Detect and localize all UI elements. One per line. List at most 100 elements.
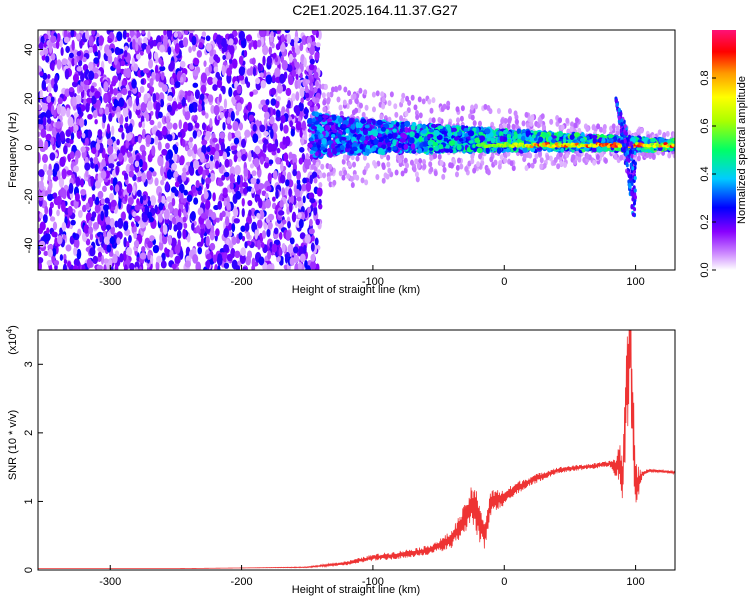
- spectrogram-speckle: [39, 71, 44, 77]
- spectrogram-speckle: [38, 152, 41, 164]
- spectrogram-speckle: [50, 96, 55, 103]
- spectrogram-speckle: [193, 114, 198, 122]
- spectrogram-speckle: [234, 95, 241, 101]
- spectrogram-speckle: [216, 79, 222, 89]
- spectrogram-speckle: [215, 228, 220, 237]
- spectrogram-halo: [364, 104, 369, 111]
- spectrogram-halo: [418, 157, 423, 164]
- spectrogram-speckle: [227, 124, 232, 130]
- spectrogram-speckle: [174, 255, 181, 264]
- spectrogram-speckle: [72, 73, 80, 83]
- spectrogram-speckle: [151, 145, 156, 156]
- spectrogram-speckle: [302, 195, 306, 204]
- spectrogram-speckle: [255, 195, 261, 202]
- spectrogram-speckle: [135, 108, 141, 116]
- spectrogram-speckle: [270, 98, 277, 106]
- spectrogram-speckle: [38, 240, 46, 248]
- spectrogram-speckle: [127, 197, 134, 206]
- spectrogram-speckle: [316, 187, 323, 197]
- spectrogram-halo: [336, 96, 341, 103]
- spectrogram-speckle: [260, 242, 265, 249]
- spectrogram-halo: [613, 153, 618, 160]
- spectrogram-speckle: [149, 86, 155, 93]
- spectrogram-speckle: [179, 155, 185, 166]
- spectrogram-speckle: [39, 89, 43, 100]
- spectrogram-halo: [539, 157, 544, 164]
- spectrogram-speckle: [203, 60, 207, 67]
- spectrogram-speckle: [179, 249, 184, 260]
- spectrogram-speckle: [43, 42, 47, 48]
- spectrogram-speckle: [266, 55, 273, 66]
- spectrogram-speckle: [210, 104, 215, 114]
- spectrogram-speckle: [223, 171, 230, 178]
- spectrogram-speckle: [212, 77, 218, 85]
- spectrogram-speckle: [291, 70, 297, 77]
- spectrogram-halo: [603, 157, 608, 164]
- spectrogram-halo: [403, 167, 408, 174]
- spectrogram-speckle: [68, 182, 74, 194]
- spectrogram-speckle: [237, 151, 242, 158]
- spectrogram-speckle: [49, 201, 54, 209]
- spectrogram-speckle: [309, 58, 315, 65]
- spectrogram-halo: [437, 116, 442, 123]
- spectrogram-halo: [328, 181, 333, 188]
- spectrogram-speckle: [216, 217, 220, 223]
- spectrogram-speckle: [155, 260, 160, 270]
- spectrogram-halo: [387, 116, 392, 123]
- spectrogram-speckle: [234, 164, 241, 176]
- spectrogram-speckle: [64, 88, 70, 98]
- spectrogram-speckle: [219, 111, 225, 119]
- spectrogram-halo: [596, 123, 601, 130]
- spectrogram-speckle: [200, 72, 207, 84]
- spectrogram-speckle: [293, 38, 298, 50]
- spectrogram-speckle: [299, 253, 306, 263]
- spectrogram-speckle: [68, 52, 74, 59]
- spectrogram-speckle: [212, 137, 218, 143]
- spectrogram-halo: [585, 153, 590, 160]
- spectrogram-speckle: [238, 55, 244, 65]
- spectrogram-halo: [354, 98, 359, 105]
- spectrogram-speckle: [82, 56, 87, 63]
- spectrogram-speckle: [258, 103, 264, 110]
- spectrogram-speckle: [154, 135, 159, 146]
- spectrogram-speckle: [205, 154, 210, 160]
- spectrogram-speckle: [311, 235, 315, 242]
- spectrogram-halo: [433, 152, 438, 159]
- spectrogram-speckle: [57, 136, 61, 146]
- spectrogram-halo: [414, 158, 419, 165]
- spectrogram-speckle: [141, 150, 147, 158]
- spectrogram-speckle: [52, 247, 57, 257]
- spectrogram-speckle: [284, 135, 291, 147]
- spectrogram-speckle: [157, 141, 162, 151]
- spectrogram-speckle: [184, 105, 189, 112]
- spectrogram-speckle: [79, 117, 85, 128]
- spectrogram-speckle: [304, 260, 308, 269]
- spectrogram-speckle: [125, 125, 131, 134]
- spectrogram-speckle: [160, 165, 165, 177]
- spectrogram-speckle: [70, 132, 75, 141]
- spectrogram-speckle: [117, 217, 124, 229]
- spectrogram-halo: [499, 154, 504, 161]
- spectrogram-halo: [343, 169, 348, 176]
- spectrogram-speckle: [52, 221, 58, 231]
- spectrogram-speckle: [302, 177, 307, 184]
- spectrogram-speckle: [271, 243, 278, 253]
- spectrogram-speckle: [53, 162, 60, 173]
- spectrogram-speckle: [109, 236, 116, 245]
- spectrogram-halo: [338, 104, 343, 111]
- spectrogram-speckle: [74, 154, 79, 165]
- spectrogram-speckle: [229, 45, 235, 56]
- spectrogram-speckle: [90, 160, 94, 169]
- spectrogram-speckle: [140, 78, 145, 85]
- spectrogram-speckle: [265, 98, 270, 106]
- spectrogram-halo: [433, 170, 438, 177]
- spectrogram-halo: [387, 100, 392, 107]
- spectrogram-speckle: [314, 237, 319, 246]
- spectrogram-speckle: [209, 259, 215, 265]
- spectrogram-speckle: [77, 106, 82, 115]
- spectrogram-halo: [394, 111, 399, 118]
- spectrogram-speckle: [108, 258, 113, 268]
- spectrogram-halo: [534, 153, 539, 160]
- spectrogram-speckle: [209, 242, 216, 251]
- spectrogram-speckle: [148, 59, 154, 69]
